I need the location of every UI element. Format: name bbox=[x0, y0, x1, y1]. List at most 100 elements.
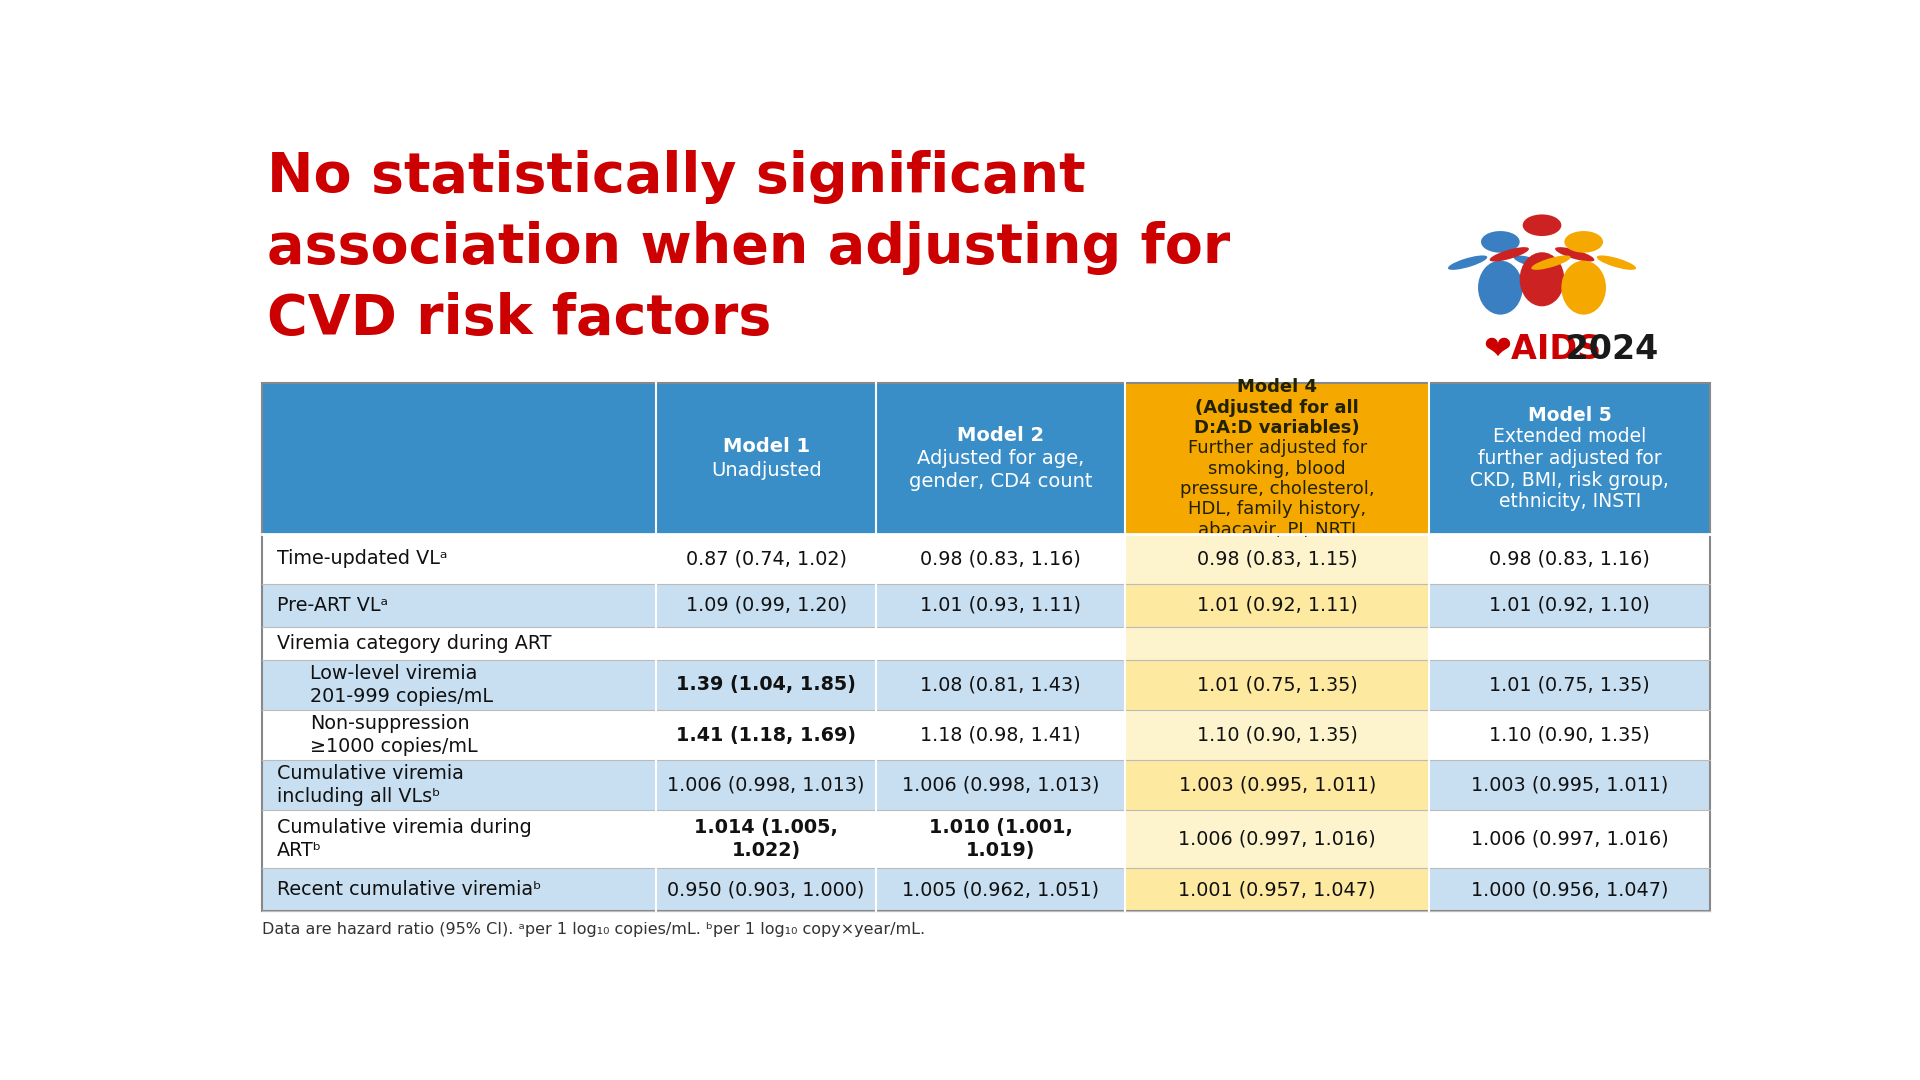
Text: ethnicity, INSTI: ethnicity, INSTI bbox=[1500, 492, 1642, 511]
Text: Viremia category during ART: Viremia category during ART bbox=[276, 634, 551, 652]
Bar bbox=[657, 710, 876, 760]
Text: association when adjusting for: association when adjusting for bbox=[267, 221, 1231, 275]
Bar bbox=[657, 868, 876, 912]
Bar bbox=[263, 810, 657, 868]
Text: 1.006 (0.997, 1.016): 1.006 (0.997, 1.016) bbox=[1471, 829, 1668, 849]
Text: 1.014 (1.005,
1.022): 1.014 (1.005, 1.022) bbox=[695, 819, 839, 860]
Text: CVD risk factors: CVD risk factors bbox=[267, 292, 772, 346]
Bar bbox=[657, 626, 876, 660]
Text: 1.003 (0.995, 1.011): 1.003 (0.995, 1.011) bbox=[1179, 775, 1377, 795]
Text: 2024: 2024 bbox=[1553, 334, 1659, 366]
Bar bbox=[1428, 626, 1711, 660]
Text: 1.08 (0.81, 1.43): 1.08 (0.81, 1.43) bbox=[920, 675, 1081, 694]
Text: Pre-ART VLᵃ: Pre-ART VLᵃ bbox=[276, 596, 388, 615]
Bar bbox=[1428, 584, 1711, 626]
Text: 1.01 (0.75, 1.35): 1.01 (0.75, 1.35) bbox=[1490, 675, 1649, 694]
Bar bbox=[263, 660, 657, 710]
Bar bbox=[263, 868, 657, 912]
Text: 1.01 (0.92, 1.10): 1.01 (0.92, 1.10) bbox=[1490, 596, 1649, 615]
Bar bbox=[1428, 760, 1711, 810]
Text: Unadjusted: Unadjusted bbox=[710, 461, 822, 480]
Text: further adjusted for: further adjusted for bbox=[1478, 449, 1661, 468]
Bar bbox=[263, 710, 657, 760]
Text: 1.003 (0.995, 1.011): 1.003 (0.995, 1.011) bbox=[1471, 775, 1668, 795]
Bar bbox=[876, 660, 1125, 710]
Bar bbox=[657, 660, 876, 710]
Text: 1.01 (0.93, 1.11): 1.01 (0.93, 1.11) bbox=[920, 596, 1081, 615]
Bar bbox=[1428, 660, 1711, 710]
Bar bbox=[263, 534, 657, 584]
Text: 1.001 (0.957, 1.047): 1.001 (0.957, 1.047) bbox=[1179, 880, 1377, 900]
Text: 1.10 (0.90, 1.35): 1.10 (0.90, 1.35) bbox=[1196, 726, 1357, 744]
Ellipse shape bbox=[1490, 247, 1528, 261]
Text: Extended model: Extended model bbox=[1494, 428, 1645, 446]
Bar bbox=[1125, 868, 1428, 912]
Ellipse shape bbox=[1532, 256, 1571, 270]
Bar bbox=[1428, 534, 1711, 584]
Text: 1.01 (0.75, 1.35): 1.01 (0.75, 1.35) bbox=[1196, 675, 1357, 694]
Text: HDL, family history,: HDL, family history, bbox=[1188, 500, 1367, 518]
Text: (Adjusted for all: (Adjusted for all bbox=[1196, 399, 1359, 417]
Text: 1.006 (0.998, 1.013): 1.006 (0.998, 1.013) bbox=[668, 775, 864, 795]
Bar bbox=[876, 710, 1125, 760]
Bar bbox=[1125, 626, 1428, 660]
Bar bbox=[1428, 810, 1711, 868]
Bar bbox=[876, 810, 1125, 868]
Text: 0.98 (0.83, 1.16): 0.98 (0.83, 1.16) bbox=[1490, 550, 1649, 568]
Bar bbox=[876, 760, 1125, 810]
Text: 1.18 (0.98, 1.41): 1.18 (0.98, 1.41) bbox=[920, 726, 1081, 744]
Bar bbox=[1125, 584, 1428, 626]
Bar bbox=[657, 584, 876, 626]
Text: 1.005 (0.962, 1.051): 1.005 (0.962, 1.051) bbox=[902, 880, 1100, 900]
Text: Recent cumulative viremiaᵇ: Recent cumulative viremiaᵇ bbox=[276, 880, 541, 900]
Text: 1.41 (1.18, 1.69): 1.41 (1.18, 1.69) bbox=[676, 726, 856, 744]
Bar bbox=[1125, 534, 1428, 584]
Text: 1.010 (1.001,
1.019): 1.010 (1.001, 1.019) bbox=[929, 819, 1073, 860]
Bar bbox=[657, 534, 876, 584]
Text: 1.000 (0.956, 1.047): 1.000 (0.956, 1.047) bbox=[1471, 880, 1668, 900]
Bar bbox=[1428, 710, 1711, 760]
Text: gender, CD4 count: gender, CD4 count bbox=[908, 472, 1092, 491]
Text: 1.10 (0.90, 1.35): 1.10 (0.90, 1.35) bbox=[1490, 726, 1649, 744]
Bar bbox=[263, 626, 657, 660]
Bar bbox=[1428, 868, 1711, 912]
Text: Model 4: Model 4 bbox=[1236, 378, 1317, 396]
Text: 0.98 (0.83, 1.15): 0.98 (0.83, 1.15) bbox=[1196, 550, 1357, 568]
Bar bbox=[263, 584, 657, 626]
Bar bbox=[876, 534, 1125, 584]
Text: 1.006 (0.997, 1.016): 1.006 (0.997, 1.016) bbox=[1179, 829, 1377, 849]
Bar bbox=[876, 584, 1125, 626]
Bar bbox=[1125, 810, 1428, 868]
Ellipse shape bbox=[1597, 256, 1636, 270]
Text: 1.01 (0.92, 1.11): 1.01 (0.92, 1.11) bbox=[1196, 596, 1357, 615]
Text: Model 2: Model 2 bbox=[958, 426, 1044, 445]
Bar bbox=[876, 868, 1125, 912]
Bar bbox=[876, 626, 1125, 660]
Text: Model 1: Model 1 bbox=[722, 437, 810, 457]
Text: Model 5: Model 5 bbox=[1528, 406, 1611, 424]
Text: Cumulative viremia
including all VLsᵇ: Cumulative viremia including all VLsᵇ bbox=[276, 765, 465, 806]
Circle shape bbox=[1523, 215, 1561, 237]
Text: Adjusted for age,: Adjusted for age, bbox=[918, 449, 1085, 468]
Ellipse shape bbox=[1513, 256, 1553, 270]
Text: 0.98 (0.83, 1.16): 0.98 (0.83, 1.16) bbox=[920, 550, 1081, 568]
Ellipse shape bbox=[1521, 253, 1565, 307]
Text: Cumulative viremia during
ARTᵇ: Cumulative viremia during ARTᵇ bbox=[276, 819, 532, 860]
Text: 1.39 (1.04, 1.85): 1.39 (1.04, 1.85) bbox=[676, 675, 856, 694]
Text: Low-level viremia
201-999 copies/mL: Low-level viremia 201-999 copies/mL bbox=[309, 664, 493, 706]
Text: abacavir, PI, NRTI: abacavir, PI, NRTI bbox=[1198, 521, 1356, 539]
Bar bbox=[657, 760, 876, 810]
Text: D:A:D variables): D:A:D variables) bbox=[1194, 419, 1359, 437]
Text: pressure, cholesterol,: pressure, cholesterol, bbox=[1181, 480, 1375, 498]
Bar bbox=[263, 760, 657, 810]
Bar bbox=[1125, 710, 1428, 760]
Ellipse shape bbox=[1448, 256, 1488, 270]
Text: smoking, blood: smoking, blood bbox=[1208, 460, 1346, 477]
Bar bbox=[657, 810, 876, 868]
Ellipse shape bbox=[1555, 247, 1594, 261]
Text: Time-updated VLᵃ: Time-updated VLᵃ bbox=[276, 550, 447, 568]
Text: 1.006 (0.998, 1.013): 1.006 (0.998, 1.013) bbox=[902, 775, 1100, 795]
Bar bbox=[1125, 760, 1428, 810]
Text: 0.87 (0.74, 1.02): 0.87 (0.74, 1.02) bbox=[685, 550, 847, 568]
Bar bbox=[1125, 660, 1428, 710]
